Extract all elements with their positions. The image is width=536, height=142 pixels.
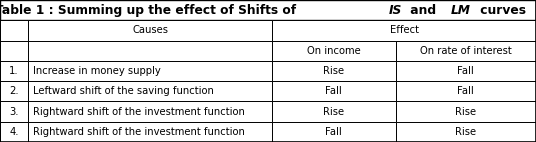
Text: Effect: Effect — [390, 25, 419, 35]
Text: and: and — [406, 4, 441, 17]
Bar — [0, 122, 28, 142]
Text: Fall: Fall — [325, 86, 342, 96]
Text: Causes: Causes — [132, 25, 168, 35]
Bar — [272, 61, 396, 81]
Text: Fall: Fall — [457, 66, 474, 76]
Bar — [0, 41, 28, 61]
Text: 3.: 3. — [9, 107, 19, 117]
Text: Rightward shift of the investment function: Rightward shift of the investment functi… — [33, 107, 245, 117]
Bar — [272, 122, 396, 142]
Bar — [272, 41, 396, 61]
Bar — [396, 122, 536, 142]
Bar — [396, 61, 536, 81]
Text: 4.: 4. — [9, 127, 19, 137]
Text: On income: On income — [307, 46, 361, 56]
Text: Rise: Rise — [323, 66, 345, 76]
Text: 2.: 2. — [9, 86, 19, 96]
Bar — [0, 61, 28, 81]
Bar — [28, 20, 272, 41]
Text: On rate of interest: On rate of interest — [420, 46, 512, 56]
Bar — [28, 41, 272, 61]
Text: Fall: Fall — [325, 127, 342, 137]
Text: Leftward shift of the saving function: Leftward shift of the saving function — [33, 86, 214, 96]
Bar — [272, 20, 536, 41]
Text: 1.: 1. — [9, 66, 19, 76]
Text: Table 1 : Summing up the effect of Shifts of: Table 1 : Summing up the effect of Shift… — [0, 4, 300, 17]
Bar — [28, 122, 272, 142]
Text: Fall: Fall — [457, 86, 474, 96]
Text: LM: LM — [451, 4, 471, 17]
Bar — [0, 20, 28, 41]
Text: Rise: Rise — [455, 107, 477, 117]
Bar — [0, 81, 28, 101]
Bar — [0, 0, 536, 20]
Text: Increase in money supply: Increase in money supply — [33, 66, 161, 76]
Bar — [272, 101, 396, 122]
Bar — [28, 101, 272, 122]
Text: Rightward shift of the investment function: Rightward shift of the investment functi… — [33, 127, 245, 137]
Bar — [272, 81, 396, 101]
Bar — [396, 101, 536, 122]
Bar — [28, 61, 272, 81]
Text: IS: IS — [389, 4, 403, 17]
Bar — [396, 41, 536, 61]
Text: Rise: Rise — [455, 127, 477, 137]
Text: Rise: Rise — [323, 107, 345, 117]
Bar — [0, 101, 28, 122]
Bar — [396, 81, 536, 101]
Bar — [28, 81, 272, 101]
Text: curves: curves — [477, 4, 526, 17]
